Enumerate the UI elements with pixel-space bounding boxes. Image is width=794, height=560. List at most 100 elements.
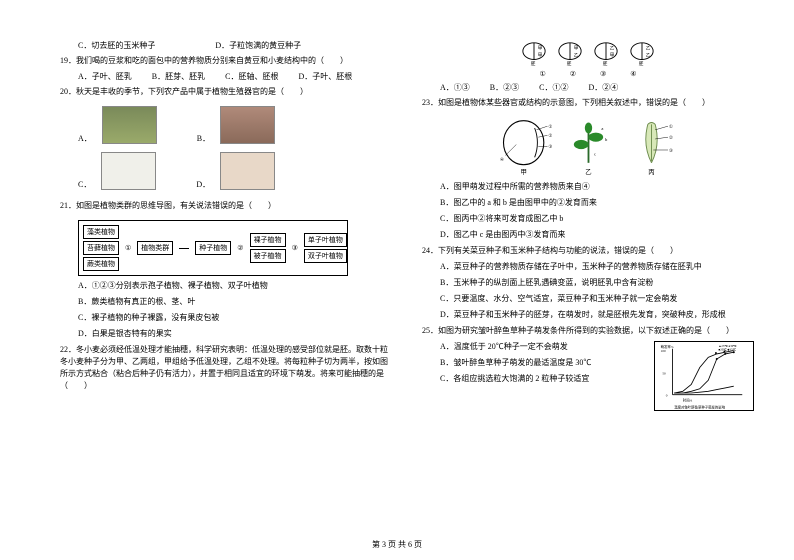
svg-text:b: b: [604, 137, 607, 142]
q20-label-b: B．: [197, 133, 210, 144]
svg-text:②: ②: [548, 133, 553, 138]
svg-text:②: ②: [668, 135, 673, 140]
diagram-num-3: ③: [292, 244, 298, 252]
svg-text:③: ③: [548, 144, 553, 149]
q20-row-cd: C． D．: [78, 152, 392, 190]
q21-option-d: D．白果是银杏特有的果实: [78, 328, 392, 340]
q21-option-a: A．①②③分别表示孢子植物、裸子植物、双子叶植物: [78, 280, 392, 292]
diagram-num-1: ①: [125, 244, 131, 252]
diagram-left-group: 藻类植物 苔藓植物 蕨类植物: [83, 225, 119, 271]
svg-text:0: 0: [666, 393, 668, 397]
svg-text:时间/d: 时间/d: [683, 398, 693, 403]
q22-option-a: A．①③: [440, 82, 470, 93]
svg-text:①: ①: [548, 124, 553, 129]
q22-option-b: B．②③: [490, 82, 519, 93]
q23-stem: 23．如图是植物体某些器官或结构的示意图，下列相关叙述中，错误的是（ ）: [422, 97, 754, 109]
box-angiosperm: 被子植物: [250, 249, 286, 263]
q19-stem: 19．我们喝的豆浆和吃的面包中的营养物质分别来自黄豆和小麦结构中的（ ）: [60, 55, 392, 67]
q19-option-a: A．子叶、胚乳: [78, 71, 132, 82]
q21-option-c: C．裸子植物的种子裸露，没有果皮包被: [78, 312, 392, 324]
q23-option-d: D．图乙中 c 是由图丙中③发育而来: [440, 229, 754, 241]
diagram-connector-1: [179, 248, 189, 249]
q20-row-ab: A． B．: [78, 106, 392, 144]
q18-options-cd: C．切去胚的玉米种子 D．子粒饱满的黄豆种子: [78, 40, 392, 51]
box-monocot: 单子叶植物: [304, 233, 347, 247]
diagram-mid-group: 裸子植物 被子植物: [250, 233, 286, 263]
right-column: 甲甲胚 甲乙胚 乙甲胚 乙乙胚 ① ② ③ ④ A．①③ B．②③ C．①② D…: [422, 40, 754, 530]
svg-text:乙: 乙: [646, 52, 651, 59]
q24-option-b: B．玉米种子的纵剖面上胚乳遇碘变蓝，说明胚乳中含有淀粉: [440, 277, 754, 289]
svg-text:a: a: [601, 126, 603, 131]
q18-option-d: D．子粒饱满的黄豆种子: [215, 40, 301, 51]
svg-text:胚: 胚: [639, 61, 644, 66]
left-column: C．切去胚的玉米种子 D．子粒饱满的黄豆种子 19．我们喝的豆浆和吃的面包中的营…: [60, 40, 392, 530]
q19-option-d: D．子叶、胚根: [298, 71, 352, 82]
q25-body: 100 50 0 萌发率% ▲25℃ ●30℃ ■20℃ ◆35℃ 时间/d 温…: [422, 341, 754, 411]
svg-text:甲: 甲: [610, 53, 615, 59]
seed-figure-row: 甲甲胚 甲乙胚 乙甲胚 乙乙胚: [422, 40, 754, 66]
q23-option-b: B．图乙中的 a 和 b 是由图甲中的②发育而来: [440, 197, 754, 209]
svg-text:乙: 乙: [585, 168, 591, 176]
diagram-right-group: 单子叶植物 双子叶植物: [304, 233, 347, 263]
q20-image-a: [102, 106, 157, 144]
q18-option-c: C．切去胚的玉米种子: [78, 40, 155, 51]
q20-image-b: [220, 106, 275, 144]
seed-fig-4: 乙乙胚: [628, 40, 656, 66]
q24-option-d: D．菜豆种子和玉米种子的胚芽，在萌发时，就是胚根先发育，突破种皮，形成根: [440, 309, 754, 321]
q24-option-a: A．菜豆种子的营养物质存储在子叶中，玉米种子的营养物质存储在胚乳中: [440, 261, 754, 273]
q20-stem: 20．秋天是丰收的季节，下列农产品中属于植物生殖器官的是（ ）: [60, 86, 392, 98]
q19-option-b: B．胚芽、胚乳: [152, 71, 205, 82]
q25-stem: 25．如图为研究皱叶醉鱼草种子萌发条件所得到的实验数据，以下叙述正确的是（ ）: [422, 325, 754, 337]
svg-text:温度对皱叶醉鱼草种子萌发的影响: 温度对皱叶醉鱼草种子萌发的影响: [674, 404, 725, 409]
seed-fig-2: 甲乙胚: [556, 40, 584, 66]
svg-text:胚: 胚: [567, 61, 572, 66]
box-moss: 苔藓植物: [83, 241, 119, 255]
q21-stem: 21．如图是植物类群的思维导图，有关说法错误的是（ ）: [60, 200, 392, 212]
svg-text:100: 100: [661, 349, 666, 353]
q24-option-c: C．只要温度、水分、空气适宜，菜豆种子和玉米种子就一定会萌发: [440, 293, 754, 305]
q22-option-d: D．②④: [588, 82, 618, 93]
seed-fig-1: 甲甲胚: [520, 40, 548, 66]
svg-text:萌发率%: 萌发率%: [661, 344, 674, 349]
q24-stem: 24．下列有关菜豆种子和玉米种子结构与功能的说法，错误的是（ ）: [422, 245, 754, 257]
q21-option-b: B．蕨类植物有真正的根、茎、叶: [78, 296, 392, 308]
q19-option-c: C．胚轴、胚根: [225, 71, 278, 82]
q22-stem: 22．冬小麦必须经低温处理才能抽穗，科学研究表明：低温处理的感受部位就是胚。取数…: [60, 344, 392, 392]
diagram-num-2: ②: [237, 244, 243, 252]
page-container: C．切去胚的玉米种子 D．子粒饱满的黄豆种子 19．我们喝的豆浆和吃的面包中的营…: [0, 0, 794, 560]
q20-image-c: [101, 152, 156, 190]
svg-text:50: 50: [662, 371, 666, 375]
seed-num-1: ①: [539, 70, 545, 78]
seed1-label-top: 甲: [538, 45, 543, 51]
seed-number-row: ① ② ③ ④: [422, 70, 754, 78]
q22-option-c: C．①②: [539, 82, 568, 93]
svg-text:①: ①: [668, 124, 673, 129]
box-dicot: 双子叶植物: [304, 249, 347, 263]
q20-label-d: D．: [196, 179, 210, 190]
q23-option-c: C．图丙中②将来可发育成图乙中 b: [440, 213, 754, 225]
page-footer: 第 3 页 共 6 页: [0, 539, 794, 550]
box-seed-plant: 种子植物: [195, 241, 231, 255]
q22-options: A．①③ B．②③ C．①② D．②④: [440, 82, 754, 93]
svg-text:胚: 胚: [603, 61, 608, 66]
seed-num-2: ②: [570, 70, 576, 78]
svg-text:■20℃ ◆35℃: ■20℃ ◆35℃: [718, 348, 736, 352]
svg-text:c: c: [593, 151, 595, 156]
q25-chart: 100 50 0 萌发率% ▲25℃ ●30℃ ■20℃ ◆35℃ 时间/d 温…: [654, 341, 754, 411]
seed-num-4: ④: [630, 70, 636, 78]
seed-num-3: ③: [600, 70, 606, 78]
svg-text:甲: 甲: [574, 45, 579, 51]
q20-label-a: A．: [78, 133, 92, 144]
seed1-label-bot: 甲: [538, 53, 543, 59]
seed-fig-3: 乙甲胚: [592, 40, 620, 66]
q19-options: A．子叶、胚乳 B．胚芽、胚乳 C．胚轴、胚根 D．子叶、胚根: [78, 71, 392, 82]
q23-option-a: A．图甲萌发过程中所需的营养物质来自④: [440, 181, 754, 193]
box-fern: 蕨类植物: [83, 257, 119, 271]
svg-text:③: ③: [668, 148, 673, 153]
svg-text:丙: 丙: [648, 168, 654, 176]
q20-label-c: C．: [78, 179, 91, 190]
q20-image-d: [220, 152, 275, 190]
svg-text:④: ④: [499, 157, 504, 162]
seed1-emb: 胚: [531, 61, 536, 66]
svg-text:甲: 甲: [520, 168, 526, 176]
